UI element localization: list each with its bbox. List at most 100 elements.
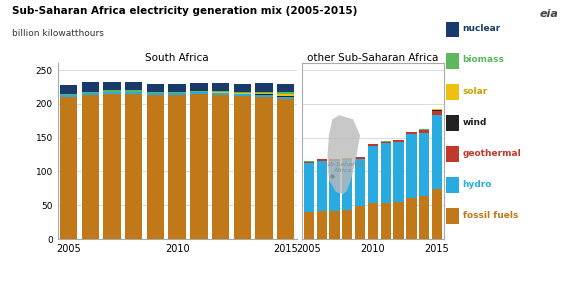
Bar [277,94,294,96]
Bar [368,146,378,202]
Title: other Sub-Saharan Africa: other Sub-Saharan Africa [307,53,439,62]
Text: biomass: biomass [463,55,505,65]
Bar [147,92,164,93]
Bar [82,92,99,93]
Text: fossil fuels: fossil fuels [463,211,518,220]
Bar [255,92,273,93]
Text: nuclear: nuclear [463,24,501,33]
Bar [103,82,120,90]
Bar [277,84,294,92]
Bar [419,130,429,133]
Polygon shape [328,115,360,194]
Bar [234,94,251,96]
Bar [60,85,77,94]
Bar [317,211,327,239]
Bar [406,198,416,239]
Bar [406,132,416,134]
Bar [277,99,294,239]
Bar [190,83,207,91]
Text: Sub-Saharan Africa electricity generation mix (2005-2015): Sub-Saharan Africa electricity generatio… [12,6,357,16]
Bar [393,202,404,239]
Bar [393,143,404,202]
Text: geothermal: geothermal [463,149,521,158]
Bar [432,189,442,239]
Bar [368,144,378,145]
Bar [234,92,251,93]
Bar [125,90,142,92]
Bar [355,159,365,206]
Bar [381,142,391,143]
Bar [103,94,120,239]
Text: hydro: hydro [463,180,492,189]
Bar [234,96,251,239]
Bar [82,95,99,239]
Bar [147,84,164,92]
Bar [355,206,365,239]
Bar [212,93,229,95]
Bar [277,92,294,94]
Bar [168,95,186,239]
Bar [342,159,353,160]
Bar [355,157,365,159]
Text: eia: eia [540,9,559,19]
Bar [368,202,378,239]
Bar [60,95,77,97]
Bar [277,96,294,97]
Bar [60,97,77,239]
Bar [432,109,442,110]
Bar [147,93,164,95]
Bar [125,94,142,239]
Bar [406,134,416,198]
Bar [419,133,429,196]
Bar [234,84,251,92]
Bar [125,82,142,90]
Bar [82,82,99,92]
Bar [255,97,273,239]
Bar [368,145,378,146]
Bar [304,163,314,212]
Bar [304,162,314,163]
Bar [103,90,120,92]
Bar [329,211,340,239]
Bar [381,203,391,239]
Bar [381,141,391,142]
Bar [255,93,273,94]
Bar [168,92,186,93]
Bar [419,196,429,239]
Bar [342,160,353,210]
Bar [212,95,229,239]
Bar [190,92,207,94]
Bar [329,159,340,161]
Bar [212,91,229,92]
Bar [393,140,404,143]
Bar [190,91,207,92]
Bar [277,97,294,99]
Bar [432,115,442,189]
Bar [147,95,164,239]
Text: Sub-Saharan
Africa: Sub-Saharan Africa [323,162,363,173]
Bar [168,93,186,95]
Bar [103,92,120,94]
Bar [168,84,186,92]
Bar [60,94,77,95]
Bar [317,159,327,161]
Text: wind: wind [463,118,487,127]
Bar [212,92,229,93]
Title: South Africa: South Africa [145,53,209,62]
Bar [342,158,353,159]
Bar [304,212,314,239]
Bar [329,161,340,211]
Bar [234,93,251,94]
Text: billion kilowatthours: billion kilowatthours [12,29,104,38]
Bar [255,95,273,97]
Bar [255,83,273,92]
Bar [82,93,99,95]
Bar [432,111,442,115]
Text: solar: solar [463,86,488,96]
Bar [432,110,442,111]
Bar [190,94,207,239]
Bar [381,143,391,203]
Bar [419,129,429,130]
Bar [125,92,142,94]
Bar [342,210,353,239]
